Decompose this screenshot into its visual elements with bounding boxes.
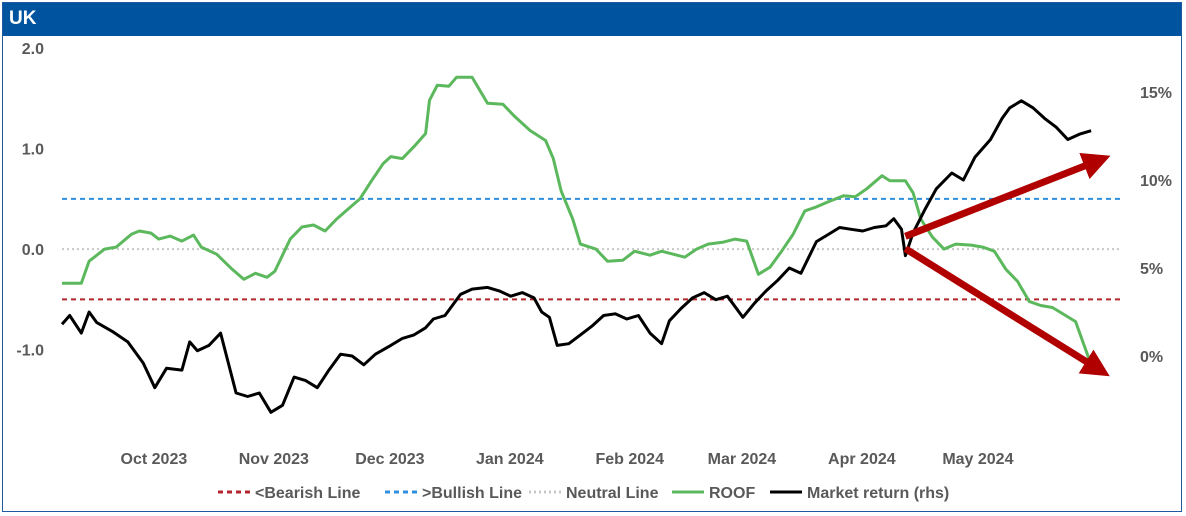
right-tick-label: 0% xyxy=(1140,349,1163,366)
x-axis-ticks: Oct 2023 Nov 2023 Dec 2023 Jan 2024 Feb 2024… xyxy=(121,451,1014,468)
right-tick-label: 15% xyxy=(1140,85,1172,102)
left-axis-ticks: 2.0 1.0 0.0 -1.0 xyxy=(16,41,44,360)
left-tick-label: 0.0 xyxy=(22,242,44,259)
legend-label-neutral-line: Neutral Line xyxy=(566,485,659,502)
chart-title: UK xyxy=(9,8,37,29)
right-tick-label: 10% xyxy=(1140,173,1172,190)
right-axis-ticks: 15% 10% 5% 0% xyxy=(1140,85,1172,366)
left-tick-label: 1.0 xyxy=(22,142,44,159)
legend-label-bearish-line: <Bearish Line xyxy=(255,485,360,502)
left-tick-label: 2.0 xyxy=(22,41,44,58)
arrow-up-annotation xyxy=(904,153,1111,240)
legend-label-market-return-rhs: Market return (rhs) xyxy=(807,485,949,502)
legend-label-bullish-line: >Bullish Line xyxy=(422,485,522,502)
series-layer xyxy=(60,75,1093,414)
x-tick-label: Jan 2024 xyxy=(476,451,544,468)
x-tick-label: Nov 2023 xyxy=(239,451,309,468)
series-line-market-return-rhs xyxy=(60,99,1092,414)
left-tick-label: -1.0 xyxy=(16,343,44,360)
legend-label-roof: ROOF xyxy=(709,485,755,502)
title-bar: UK xyxy=(3,3,1181,36)
arrow-down-annotation xyxy=(903,245,1110,377)
x-tick-label: May 2024 xyxy=(942,451,1013,468)
x-tick-label: Apr 2024 xyxy=(828,451,896,468)
x-tick-label: Feb 2024 xyxy=(595,451,664,468)
series-line-roof xyxy=(62,75,1093,366)
right-tick-label: 5% xyxy=(1140,261,1163,278)
x-tick-label: Oct 2023 xyxy=(121,451,188,468)
annotation-layer xyxy=(903,153,1111,377)
legend: <Bearish Line >Bullish Line Neutral Line RO… xyxy=(218,485,949,502)
x-tick-label: Dec 2023 xyxy=(355,451,424,468)
x-tick-label: Mar 2024 xyxy=(708,451,777,468)
